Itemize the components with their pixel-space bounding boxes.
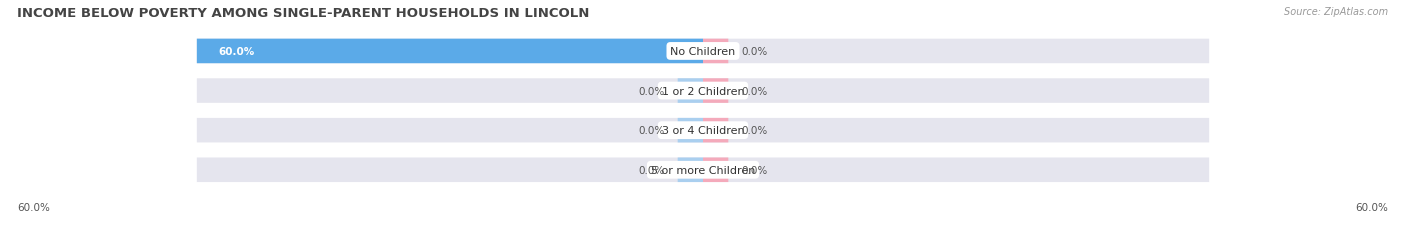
Text: 0.0%: 0.0% — [638, 86, 665, 96]
Text: INCOME BELOW POVERTY AMONG SINGLE-PARENT HOUSEHOLDS IN LINCOLN: INCOME BELOW POVERTY AMONG SINGLE-PARENT… — [17, 7, 589, 20]
Text: 0.0%: 0.0% — [741, 165, 768, 175]
FancyBboxPatch shape — [703, 79, 728, 103]
FancyBboxPatch shape — [703, 158, 728, 182]
Text: 0.0%: 0.0% — [638, 165, 665, 175]
FancyBboxPatch shape — [197, 79, 1209, 103]
Text: 60.0%: 60.0% — [17, 203, 49, 213]
Text: 0.0%: 0.0% — [638, 126, 665, 136]
Text: 0.0%: 0.0% — [741, 86, 768, 96]
FancyBboxPatch shape — [703, 118, 728, 143]
FancyBboxPatch shape — [678, 158, 703, 182]
FancyBboxPatch shape — [197, 40, 1209, 64]
FancyBboxPatch shape — [197, 118, 1209, 143]
Text: 60.0%: 60.0% — [218, 47, 254, 57]
Text: 0.0%: 0.0% — [741, 126, 768, 136]
FancyBboxPatch shape — [197, 158, 1209, 182]
FancyBboxPatch shape — [678, 79, 703, 103]
Text: No Children: No Children — [671, 47, 735, 57]
Text: 0.0%: 0.0% — [741, 47, 768, 57]
Text: Source: ZipAtlas.com: Source: ZipAtlas.com — [1284, 7, 1388, 17]
FancyBboxPatch shape — [703, 40, 728, 64]
FancyBboxPatch shape — [197, 40, 703, 64]
Text: 60.0%: 60.0% — [1355, 203, 1388, 213]
Text: 1 or 2 Children: 1 or 2 Children — [662, 86, 744, 96]
FancyBboxPatch shape — [678, 118, 703, 143]
Text: 5 or more Children: 5 or more Children — [651, 165, 755, 175]
Text: 3 or 4 Children: 3 or 4 Children — [662, 126, 744, 136]
